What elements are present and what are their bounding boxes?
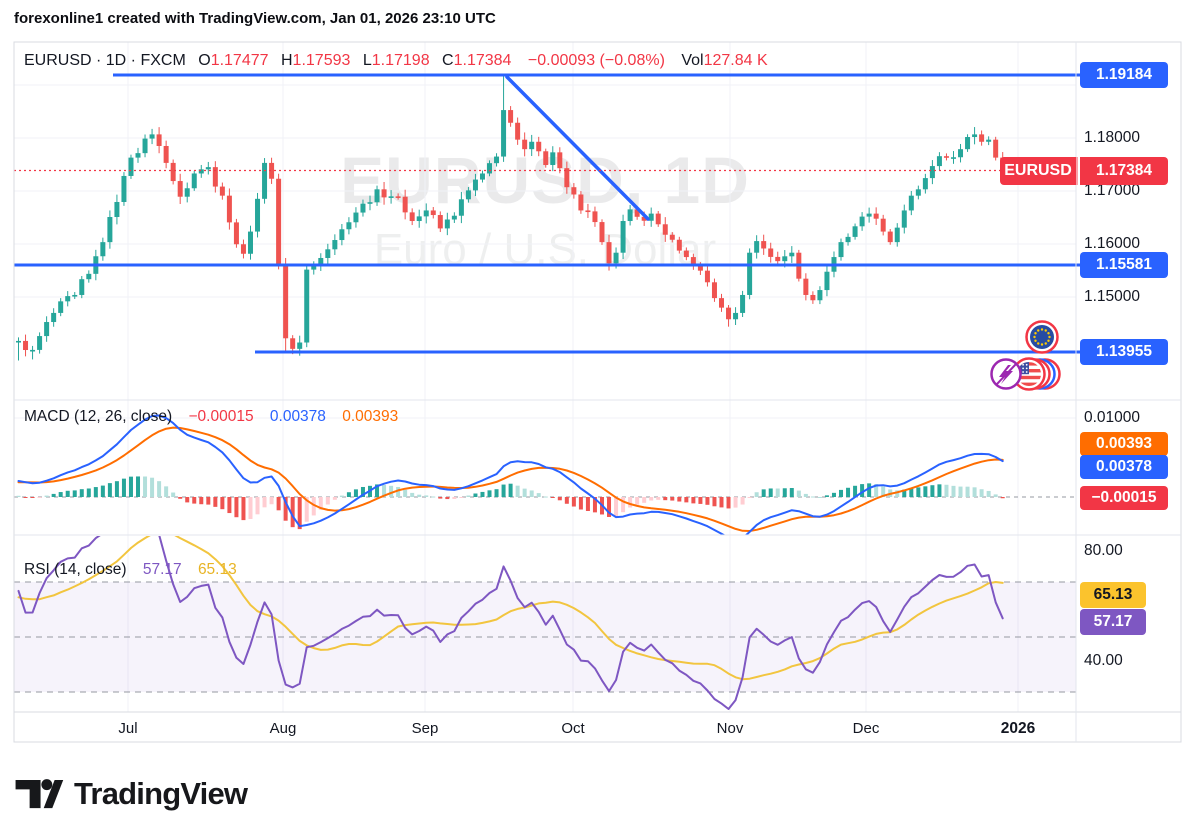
open-value: 1.17477 xyxy=(210,52,269,69)
open-label: O xyxy=(198,52,211,69)
symbol-legend[interactable]: EURUSD · 1D · FXCM O1.17477 H1.17593 L1.… xyxy=(24,52,768,70)
macd-line-value: 0.00378 xyxy=(269,408,326,425)
symbol-title[interactable]: EURUSD · 1D · FXCM xyxy=(24,52,186,69)
macd-signal-value: 0.00393 xyxy=(342,408,399,425)
rsi-legend[interactable]: RSI (14, close) 57.17 65.13 xyxy=(24,561,237,579)
change-value: −0.00093 (−0.08%) xyxy=(527,52,665,69)
close-value: 1.17384 xyxy=(453,52,512,69)
macd-title[interactable]: MACD (12, 26, close) xyxy=(24,408,173,425)
macd-legend[interactable]: MACD (12, 26, close) −0.00015 0.00378 0.… xyxy=(24,408,398,426)
volume-value: 127.84 K xyxy=(703,52,768,69)
volume-label: Vol xyxy=(681,52,704,69)
close-label: C xyxy=(442,52,454,69)
attribution-text: forexonline1 created with TradingView.co… xyxy=(14,10,496,27)
rsi-value: 57.17 xyxy=(142,561,182,578)
rsi-title[interactable]: RSI (14, close) xyxy=(24,561,127,578)
idea-bubbles[interactable] xyxy=(990,320,1061,391)
eu-flag-icon xyxy=(1030,325,1054,349)
macd-hist-value: −0.00015 xyxy=(188,408,254,425)
high-label: H xyxy=(280,52,293,69)
high-value: 1.17593 xyxy=(292,52,351,69)
rsi-ma-value: 65.13 xyxy=(197,561,237,578)
low-value: 1.17198 xyxy=(371,52,430,69)
low-label: L xyxy=(362,52,372,69)
